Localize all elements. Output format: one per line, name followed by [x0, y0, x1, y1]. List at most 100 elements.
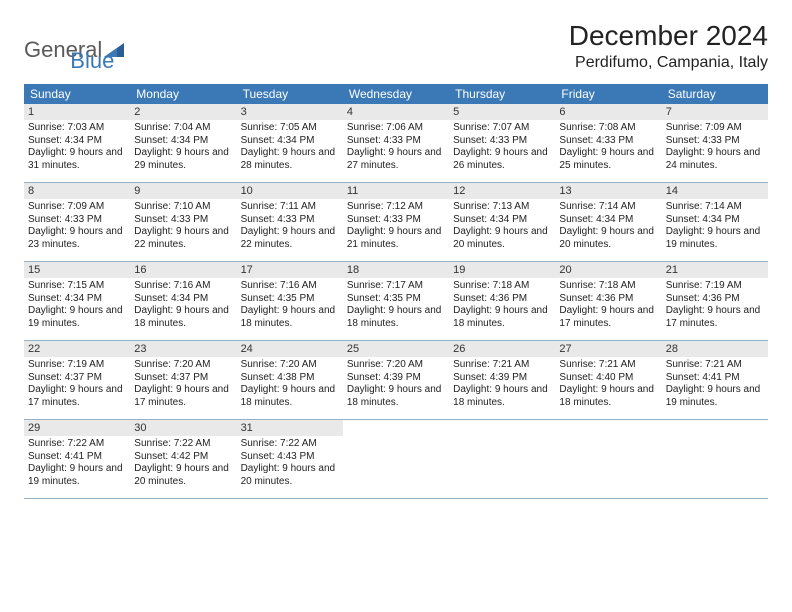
daylight-line: Daylight: 9 hours and 22 minutes.	[134, 226, 232, 251]
calendar-cell: 3Sunrise: 7:05 AMSunset: 4:34 PMDaylight…	[237, 104, 343, 182]
logo-word-2: Blue	[70, 48, 114, 74]
day-number: 1	[24, 104, 130, 120]
daylight-line: Daylight: 9 hours and 17 minutes.	[666, 305, 764, 330]
sunrise-line: Sunrise: 7:19 AM	[666, 280, 764, 293]
sunset-line: Sunset: 4:34 PM	[241, 135, 339, 148]
daylight-line: Daylight: 9 hours and 18 minutes.	[347, 384, 445, 409]
day-number: 18	[343, 262, 449, 278]
calendar-cell: 25Sunrise: 7:20 AMSunset: 4:39 PMDayligh…	[343, 341, 449, 419]
weekday-label: Sunday	[24, 84, 130, 104]
day-number: 10	[237, 183, 343, 199]
calendar-cell: 28Sunrise: 7:21 AMSunset: 4:41 PMDayligh…	[662, 341, 768, 419]
daylight-line: Daylight: 9 hours and 18 minutes.	[241, 305, 339, 330]
calendar-cell: 27Sunrise: 7:21 AMSunset: 4:40 PMDayligh…	[555, 341, 661, 419]
weekday-label: Wednesday	[343, 84, 449, 104]
sunset-line: Sunset: 4:34 PM	[28, 135, 126, 148]
daylight-line: Daylight: 9 hours and 17 minutes.	[28, 384, 126, 409]
sunset-line: Sunset: 4:41 PM	[666, 372, 764, 385]
sunrise-line: Sunrise: 7:07 AM	[453, 122, 551, 135]
calendar-cell: 6Sunrise: 7:08 AMSunset: 4:33 PMDaylight…	[555, 104, 661, 182]
daylight-line: Daylight: 9 hours and 19 minutes.	[28, 463, 126, 488]
weekday-label: Thursday	[449, 84, 555, 104]
daylight-line: Daylight: 9 hours and 20 minutes.	[559, 226, 657, 251]
daylight-line: Daylight: 9 hours and 26 minutes.	[453, 147, 551, 172]
header-row: General Blue December 2024 Perdifumo, Ca…	[24, 20, 768, 74]
sunrise-line: Sunrise: 7:09 AM	[28, 201, 126, 214]
sunset-line: Sunset: 4:34 PM	[453, 214, 551, 227]
calendar-cell: 17Sunrise: 7:16 AMSunset: 4:35 PMDayligh…	[237, 262, 343, 340]
sunrise-line: Sunrise: 7:20 AM	[134, 359, 232, 372]
calendar-cell: 20Sunrise: 7:18 AMSunset: 4:36 PMDayligh…	[555, 262, 661, 340]
daylight-line: Daylight: 9 hours and 24 minutes.	[666, 147, 764, 172]
sunrise-line: Sunrise: 7:16 AM	[241, 280, 339, 293]
calendar: Sunday Monday Tuesday Wednesday Thursday…	[24, 84, 768, 499]
daylight-line: Daylight: 9 hours and 29 minutes.	[134, 147, 232, 172]
day-number: 25	[343, 341, 449, 357]
day-number: 22	[24, 341, 130, 357]
calendar-cell: 8Sunrise: 7:09 AMSunset: 4:33 PMDaylight…	[24, 183, 130, 261]
day-number: 30	[130, 420, 236, 436]
day-number: 13	[555, 183, 661, 199]
sunset-line: Sunset: 4:33 PM	[666, 135, 764, 148]
sunset-line: Sunset: 4:33 PM	[347, 135, 445, 148]
calendar-cell	[662, 420, 768, 498]
sunrise-line: Sunrise: 7:08 AM	[559, 122, 657, 135]
sunrise-line: Sunrise: 7:03 AM	[28, 122, 126, 135]
sunrise-line: Sunrise: 7:10 AM	[134, 201, 232, 214]
sunset-line: Sunset: 4:33 PM	[559, 135, 657, 148]
sunset-line: Sunset: 4:35 PM	[241, 293, 339, 306]
sunset-line: Sunset: 4:43 PM	[241, 451, 339, 464]
day-number: 20	[555, 262, 661, 278]
day-number: 27	[555, 341, 661, 357]
day-number: 19	[449, 262, 555, 278]
calendar-week: 8Sunrise: 7:09 AMSunset: 4:33 PMDaylight…	[24, 183, 768, 262]
day-number: 29	[24, 420, 130, 436]
day-number: 16	[130, 262, 236, 278]
day-number: 21	[662, 262, 768, 278]
day-number: 26	[449, 341, 555, 357]
sunset-line: Sunset: 4:38 PM	[241, 372, 339, 385]
calendar-cell	[343, 420, 449, 498]
sunset-line: Sunset: 4:33 PM	[347, 214, 445, 227]
calendar-cell	[555, 420, 661, 498]
logo: General Blue	[24, 20, 114, 74]
sunrise-line: Sunrise: 7:06 AM	[347, 122, 445, 135]
day-number: 4	[343, 104, 449, 120]
sunrise-line: Sunrise: 7:04 AM	[134, 122, 232, 135]
day-number: 15	[24, 262, 130, 278]
day-number: 24	[237, 341, 343, 357]
calendar-cell: 30Sunrise: 7:22 AMSunset: 4:42 PMDayligh…	[130, 420, 236, 498]
sunrise-line: Sunrise: 7:22 AM	[28, 438, 126, 451]
calendar-cell: 24Sunrise: 7:20 AMSunset: 4:38 PMDayligh…	[237, 341, 343, 419]
daylight-line: Daylight: 9 hours and 22 minutes.	[241, 226, 339, 251]
sunset-line: Sunset: 4:37 PM	[28, 372, 126, 385]
day-number: 7	[662, 104, 768, 120]
month-title: December 2024	[569, 20, 768, 52]
calendar-week: 29Sunrise: 7:22 AMSunset: 4:41 PMDayligh…	[24, 420, 768, 499]
calendar-cell: 2Sunrise: 7:04 AMSunset: 4:34 PMDaylight…	[130, 104, 236, 182]
calendar-week: 22Sunrise: 7:19 AMSunset: 4:37 PMDayligh…	[24, 341, 768, 420]
daylight-line: Daylight: 9 hours and 18 minutes.	[559, 384, 657, 409]
sunset-line: Sunset: 4:39 PM	[347, 372, 445, 385]
sunrise-line: Sunrise: 7:16 AM	[134, 280, 232, 293]
calendar-cell: 7Sunrise: 7:09 AMSunset: 4:33 PMDaylight…	[662, 104, 768, 182]
sunrise-line: Sunrise: 7:17 AM	[347, 280, 445, 293]
day-number: 28	[662, 341, 768, 357]
sunrise-line: Sunrise: 7:14 AM	[666, 201, 764, 214]
day-number: 5	[449, 104, 555, 120]
sunrise-line: Sunrise: 7:05 AM	[241, 122, 339, 135]
sunset-line: Sunset: 4:34 PM	[559, 214, 657, 227]
weekday-label: Tuesday	[237, 84, 343, 104]
title-block: December 2024 Perdifumo, Campania, Italy	[569, 20, 768, 72]
sunrise-line: Sunrise: 7:12 AM	[347, 201, 445, 214]
calendar-cell: 16Sunrise: 7:16 AMSunset: 4:34 PMDayligh…	[130, 262, 236, 340]
calendar-cell: 11Sunrise: 7:12 AMSunset: 4:33 PMDayligh…	[343, 183, 449, 261]
sunset-line: Sunset: 4:33 PM	[28, 214, 126, 227]
sunset-line: Sunset: 4:33 PM	[453, 135, 551, 148]
daylight-line: Daylight: 9 hours and 17 minutes.	[559, 305, 657, 330]
sunrise-line: Sunrise: 7:22 AM	[241, 438, 339, 451]
sunset-line: Sunset: 4:34 PM	[28, 293, 126, 306]
daylight-line: Daylight: 9 hours and 27 minutes.	[347, 147, 445, 172]
sunset-line: Sunset: 4:42 PM	[134, 451, 232, 464]
calendar-cell: 21Sunrise: 7:19 AMSunset: 4:36 PMDayligh…	[662, 262, 768, 340]
